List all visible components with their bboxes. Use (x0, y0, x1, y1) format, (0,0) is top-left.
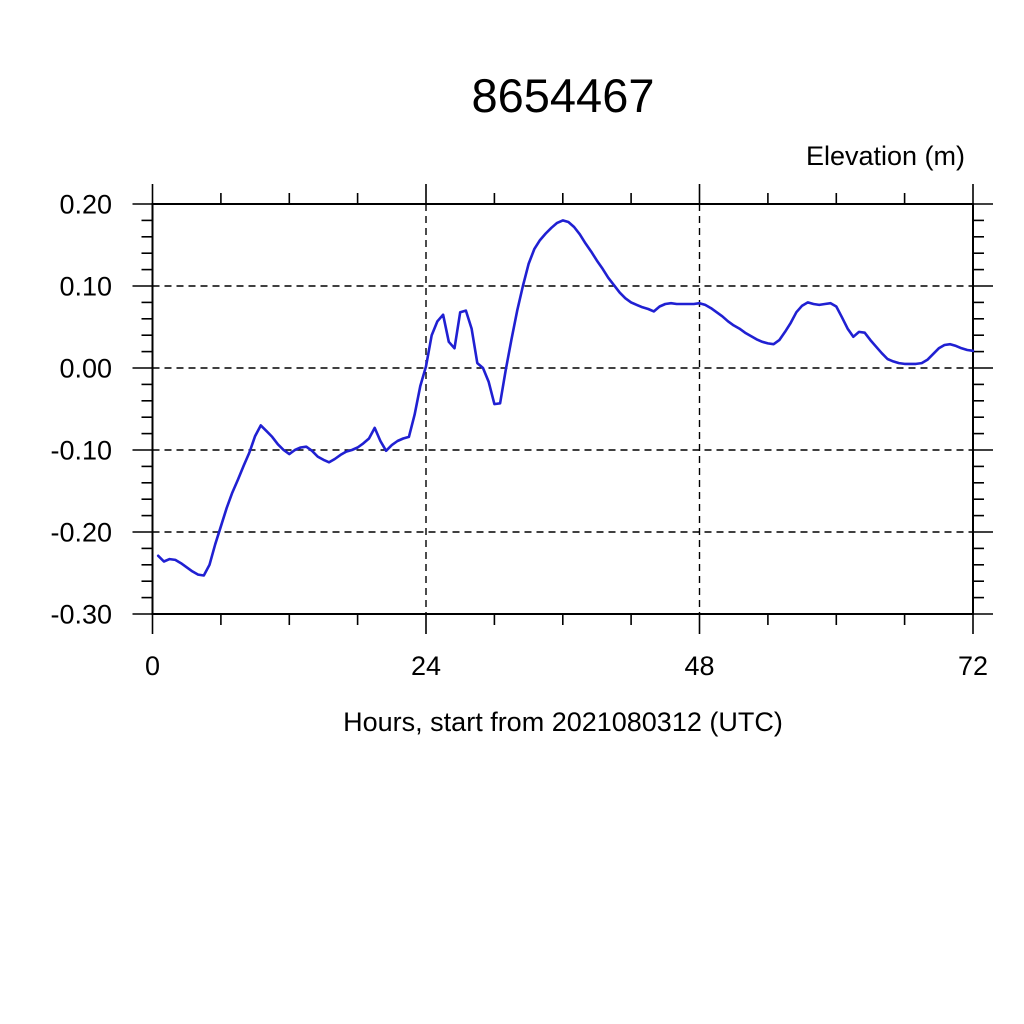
plot-area: 0 24 48 72 0.20 0.10 0.00 -0.10 -0.20 -0.30 (50, 184, 993, 681)
y-tick-label: 0.20 (59, 190, 112, 220)
plot-frame (151, 203, 974, 615)
x-tick-label: 72 (958, 651, 988, 681)
y-tick-label: -0.30 (50, 600, 112, 630)
x-tick-label: 0 (145, 651, 160, 681)
x-axis-label: Hours, start from 2021080312 (UTC) (343, 707, 783, 737)
chart-title: 8654467 (472, 69, 655, 122)
x-tick-label: 48 (684, 651, 714, 681)
y-tick-label: -0.20 (50, 518, 112, 548)
y-tick-label: 0.10 (59, 272, 112, 302)
y-tick-label: 0.00 (59, 354, 112, 384)
y-axis-unit-label: Elevation (m) (806, 141, 965, 171)
x-tick-label: 24 (411, 651, 441, 681)
y-tick-label: -0.10 (50, 436, 112, 466)
elevation-data-line (156, 219, 975, 577)
